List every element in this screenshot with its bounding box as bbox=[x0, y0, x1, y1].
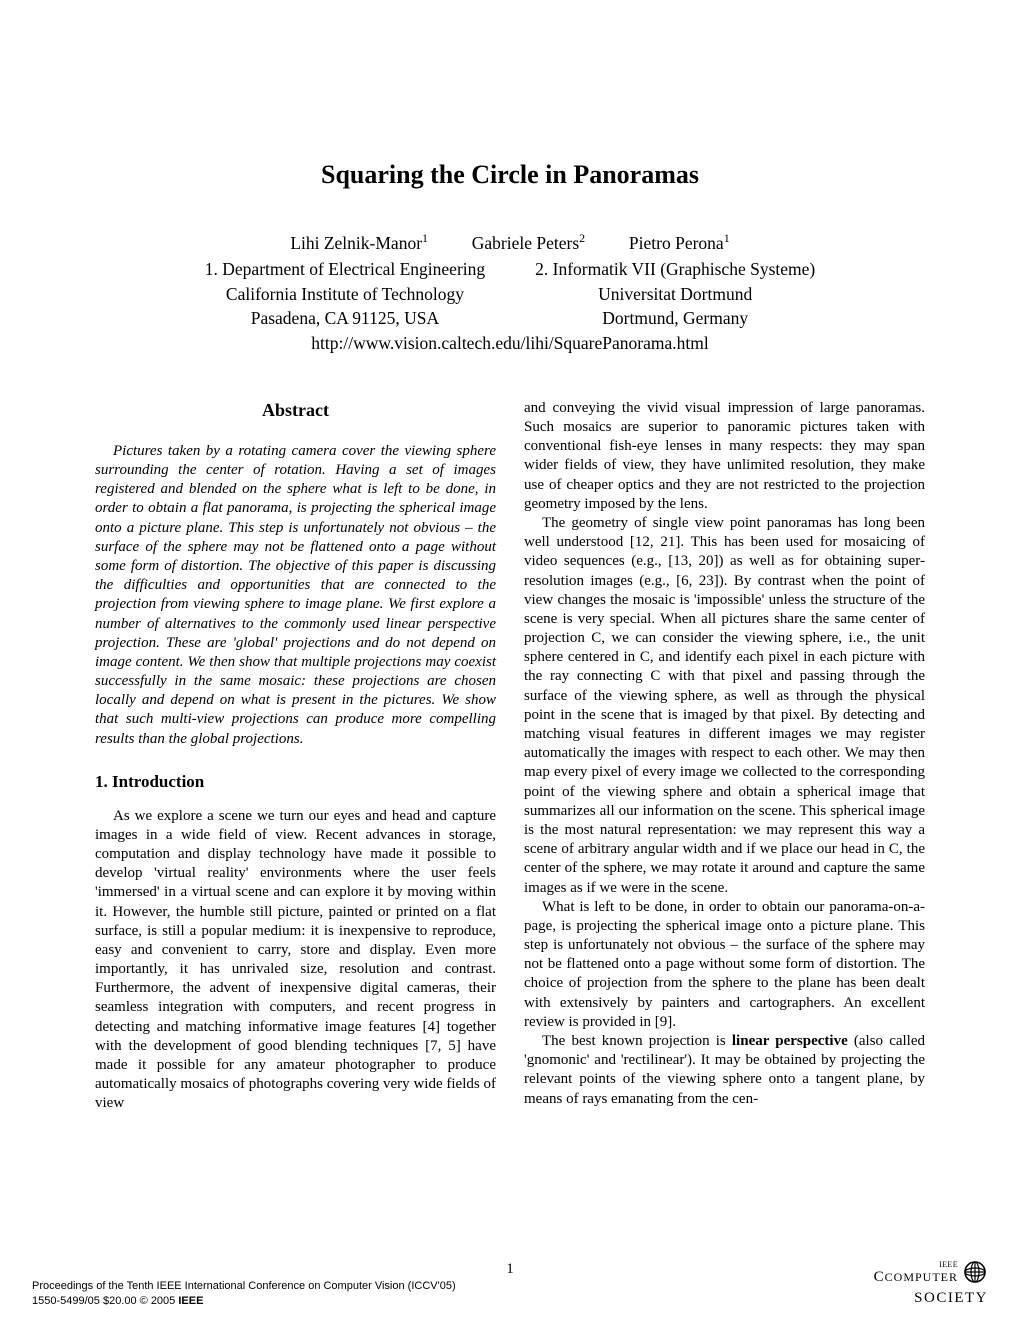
paragraph: What is left to be done, in order to obt… bbox=[524, 898, 925, 1032]
affiliation-left: 1. Department of Electrical Engineering … bbox=[205, 257, 485, 331]
page-footer: Proceedings of the Tenth IEEE Internatio… bbox=[32, 1259, 988, 1309]
paragraph: The best known projection is linear pers… bbox=[524, 1032, 925, 1109]
affiliation-right: 2. Informatik VII (Graphische Systeme) U… bbox=[535, 257, 815, 331]
proceedings-line: Proceedings of the Tenth IEEE Internatio… bbox=[32, 1279, 456, 1293]
paragraph: As we explore a scene we turn our eyes a… bbox=[95, 807, 496, 1114]
paragraph: and conveying the vivid visual impressio… bbox=[524, 399, 925, 514]
affil-line: California Institute of Technology bbox=[205, 282, 485, 307]
paper-title: Squaring the Circle in Panoramas bbox=[95, 160, 925, 190]
logo-society: SOCIETY bbox=[874, 1289, 988, 1309]
affil-line: Universitat Dortmund bbox=[535, 282, 815, 307]
abstract-heading: Abstract bbox=[95, 399, 496, 422]
copyright-block: Proceedings of the Tenth IEEE Internatio… bbox=[32, 1279, 456, 1308]
two-column-body: Abstract Pictures taken by a rotating ca… bbox=[95, 399, 925, 1114]
paragraph: The geometry of single view point panora… bbox=[524, 514, 925, 898]
affil-line: Pasadena, CA 91125, USA bbox=[205, 306, 485, 331]
affiliations: 1. Department of Electrical Engineering … bbox=[95, 257, 925, 331]
authors-line: Lihi Zelnik-Manor1 Gabriele Peters2 Piet… bbox=[95, 230, 925, 255]
affil-line: 2. Informatik VII (Graphische Systeme) bbox=[535, 257, 815, 282]
abstract-body: Pictures taken by a rotating camera cove… bbox=[95, 442, 496, 749]
left-column: Abstract Pictures taken by a rotating ca… bbox=[95, 399, 496, 1114]
section-heading: 1. Introduction bbox=[95, 771, 496, 793]
affil-line: 1. Department of Electrical Engineering bbox=[205, 257, 485, 282]
author-2: Gabriele Peters2 bbox=[472, 233, 585, 253]
ieee-cs-logo: IEEE CCOMPUTER SOCIETY bbox=[874, 1259, 988, 1309]
logo-computer: CCOMPUTER bbox=[874, 1269, 958, 1285]
affil-line: Dortmund, Germany bbox=[535, 306, 815, 331]
author-1: Lihi Zelnik-Manor1 bbox=[290, 233, 428, 253]
author-3: Pietro Perona1 bbox=[629, 233, 730, 253]
ieee-globe-icon bbox=[962, 1259, 988, 1289]
project-url: http://www.vision.caltech.edu/lihi/Squar… bbox=[95, 333, 925, 354]
right-column: and conveying the vivid visual impressio… bbox=[524, 399, 925, 1114]
abstract-text: Pictures taken by a rotating camera cove… bbox=[95, 442, 496, 749]
copyright-line: 1550-5499/05 $20.00 © 2005 IEEE bbox=[32, 1294, 456, 1308]
